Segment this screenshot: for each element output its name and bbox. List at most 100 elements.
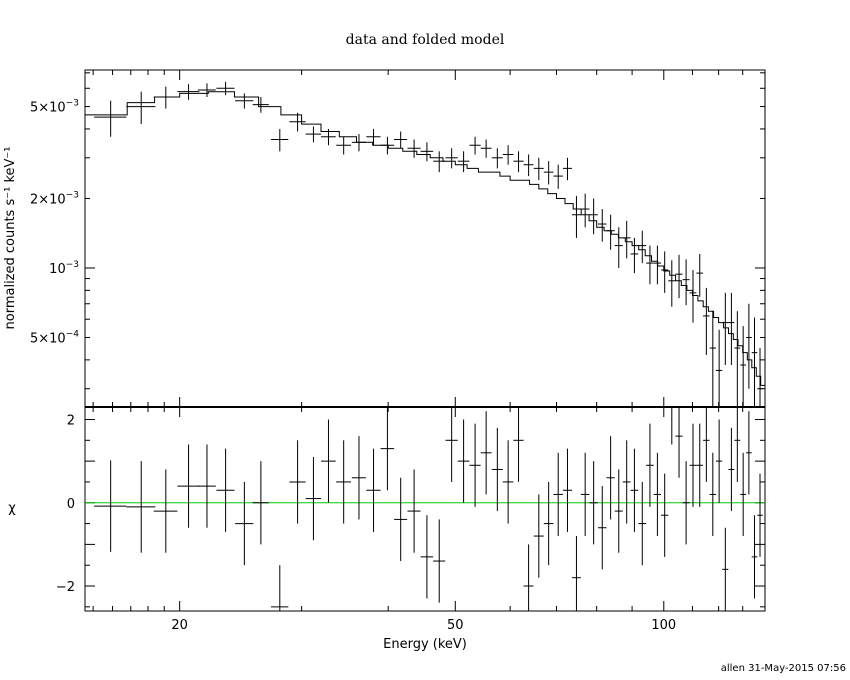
- model-step-line: [85, 91, 765, 393]
- residual-data-point: [589, 461, 598, 545]
- residual-data-point: [696, 423, 704, 507]
- residual-data-point: [597, 486, 607, 570]
- residual-data-point: [457, 419, 470, 503]
- residual-data-point: [469, 423, 481, 507]
- residual-data-point: [153, 469, 178, 553]
- spectrum-data-point: [630, 237, 639, 274]
- residual-data-point: [126, 461, 156, 553]
- spectrum-data-point: [715, 329, 723, 407]
- spectrum-data-point: [433, 151, 446, 173]
- y-tick-label: 0: [67, 497, 75, 512]
- spectrum-data-point: [734, 311, 741, 407]
- x-tick-label: 100: [651, 618, 676, 633]
- y-tick-label: 5×10−3: [30, 99, 79, 116]
- y-tick-label: 5×10−4: [30, 329, 79, 346]
- residual-data-point: [513, 407, 524, 482]
- spectrum-data-point: [597, 209, 607, 242]
- spectrum-data-point: [336, 136, 351, 155]
- residual-data-point: [671, 407, 673, 445]
- x-axis-label: Energy (keV): [383, 637, 467, 652]
- residual-data-point: [646, 423, 654, 507]
- residual-data-point: [734, 407, 741, 482]
- residual-data-point: [305, 456, 322, 541]
- spectrum-data-point: [740, 326, 747, 407]
- spectrum-data-point: [746, 303, 752, 389]
- spectrum-data-point: [696, 253, 704, 297]
- residual-data-point: [638, 481, 647, 566]
- spectrum-data-point: [614, 227, 623, 268]
- spectrum-data-point: [653, 245, 662, 285]
- residual-data-point: [722, 527, 729, 611]
- spectrum-data-point: [523, 154, 534, 177]
- residual-data-point: [661, 473, 669, 557]
- residual-data-point: [177, 444, 200, 528]
- spectrum-data-point: [177, 84, 200, 100]
- residual-data-point: [433, 519, 446, 603]
- residual-data-point: [709, 452, 716, 537]
- spectrum-data-point: [126, 91, 156, 125]
- residual-data-point: [502, 440, 514, 524]
- residual-data-point: [715, 419, 723, 503]
- residual-data-point: [366, 448, 381, 532]
- residual-data-point: [757, 473, 763, 557]
- spectrum-data-point: [457, 151, 470, 173]
- y-tick-label: −2: [56, 580, 75, 595]
- spectrum-data-point: [271, 128, 289, 152]
- spectrum-data-point: [689, 269, 697, 323]
- spectrum-data-point: [580, 193, 590, 228]
- spectrum-data-point: [394, 131, 408, 149]
- spectrum-data-point: [407, 139, 421, 158]
- spectrum-data-point: [216, 81, 235, 96]
- chart-title: data and folded model: [346, 32, 505, 48]
- residual-data-point: [533, 494, 544, 578]
- spectrum-data-point: [668, 260, 676, 307]
- residual-data-point: [543, 481, 554, 566]
- spectrum-data-point: [469, 136, 481, 155]
- spectrum-data-point: [321, 128, 336, 146]
- residual-data-point: [289, 440, 306, 524]
- spectrum-data-point: [252, 97, 269, 113]
- spectrum-data-point: [728, 292, 735, 366]
- spectrum-data-point: [197, 83, 216, 98]
- spectrum-data-point: [722, 292, 729, 366]
- residual-data-point: [197, 444, 216, 528]
- residual-data-point: [553, 452, 563, 537]
- residual-data-point: [580, 452, 590, 537]
- spectrum-data-point: [513, 151, 524, 173]
- residual-data-point: [445, 407, 458, 482]
- spectrum-data-point: [480, 139, 492, 158]
- spectrum-data-point: [751, 317, 758, 407]
- spectrum-data-point: [153, 86, 178, 109]
- spectrum-data-point: [351, 134, 366, 152]
- x-tick-label: 50: [447, 618, 464, 633]
- spectrum-data-point: [553, 164, 563, 189]
- residual-data-point: [380, 407, 395, 491]
- y-tick-label: 10−3: [49, 260, 79, 277]
- residual-data-point: [614, 469, 623, 553]
- residual-data-point: [606, 436, 615, 520]
- y-tick-label: 2: [67, 413, 75, 428]
- spectrum-data-point: [305, 126, 322, 143]
- spectrum-data-point: [622, 220, 631, 259]
- residual-data-point: [689, 423, 697, 507]
- residual-data-point: [571, 536, 581, 611]
- x-tick-label: 20: [171, 618, 188, 633]
- spectrum-frame: [84, 69, 766, 408]
- spectrum-data-point: [703, 287, 710, 355]
- residual-data-point: [252, 461, 269, 545]
- spectrum-data-point: [543, 161, 554, 185]
- spectrum-data-point: [533, 157, 544, 181]
- residual-data-point: [420, 515, 434, 599]
- spectrum-data-point: [757, 348, 763, 407]
- spectrum-data-point: [661, 251, 669, 293]
- residual-data-point: [630, 448, 639, 532]
- spectrum-data-point: [235, 93, 254, 109]
- spectrum-data-point: [709, 311, 716, 407]
- residual-data-point: [351, 436, 366, 520]
- residual-data-point: [562, 448, 572, 532]
- residual-data-point: [235, 481, 254, 566]
- residual-data-point: [703, 407, 710, 482]
- spectrum-data-point: [682, 259, 690, 306]
